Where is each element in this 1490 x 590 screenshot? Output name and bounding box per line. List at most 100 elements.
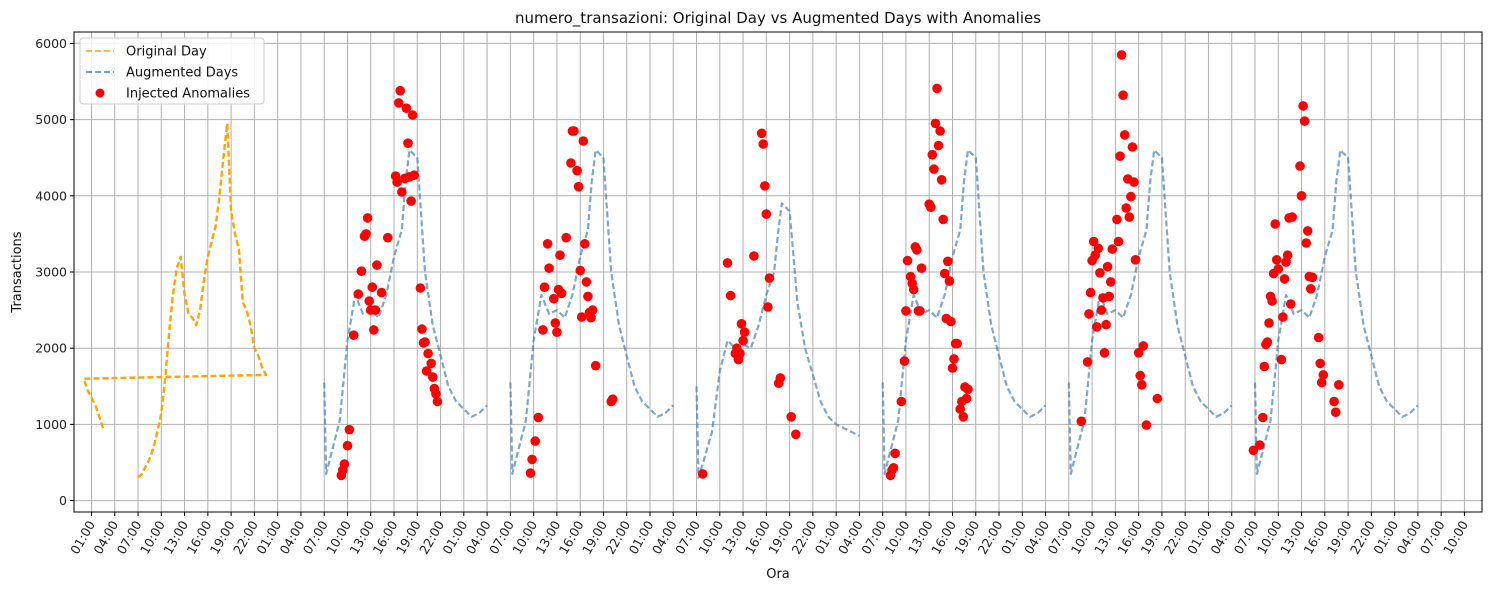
anomaly-point — [955, 404, 965, 414]
anomaly-point — [423, 348, 433, 359]
anomaly-point — [372, 260, 382, 270]
anomaly-point — [1301, 238, 1311, 248]
augmented-day-line — [695, 202, 860, 479]
anomaly-point — [1334, 380, 1344, 390]
anomaly-point — [943, 256, 953, 267]
anomaly-point — [538, 325, 548, 335]
anomaly-point — [697, 469, 708, 479]
anomaly-point — [1296, 191, 1307, 201]
grid — [74, 32, 1482, 512]
anomaly-point — [407, 110, 418, 120]
anomaly-point — [1118, 90, 1128, 100]
anomaly-point — [369, 325, 379, 335]
original-day-line — [82, 122, 268, 479]
y-tick-label: 2000 — [35, 341, 67, 356]
anomaly-point — [1315, 358, 1325, 369]
x-axis-label: Ora — [766, 567, 790, 582]
anomaly-point — [1279, 274, 1290, 284]
augmented-day-line — [881, 149, 1047, 475]
anomaly-point — [899, 356, 910, 366]
augmented-day-line — [1067, 149, 1233, 475]
anomaly-point — [1316, 377, 1327, 388]
anomaly-point — [1285, 299, 1296, 309]
anomaly-point — [929, 164, 939, 174]
anomaly-point — [420, 337, 430, 347]
anomaly-point — [1112, 214, 1122, 225]
anomaly-point — [544, 263, 554, 274]
anomaly-point — [555, 250, 565, 260]
anomaly-point — [607, 394, 618, 405]
anomaly-point — [552, 327, 562, 338]
anomaly-point — [542, 239, 553, 249]
anomaly-point — [566, 158, 576, 168]
anomaly-point — [890, 448, 900, 459]
anomaly-point — [1104, 291, 1114, 302]
anomaly-point — [367, 282, 378, 293]
anomaly-point — [739, 327, 750, 338]
anomaly-point — [376, 287, 387, 298]
anomaly-point — [1254, 440, 1265, 450]
anomaly-point — [1096, 305, 1107, 315]
anomaly-point — [525, 468, 536, 478]
anomaly-point — [1124, 212, 1135, 222]
anomaly-point — [576, 312, 587, 322]
anomaly-point — [342, 440, 353, 451]
anomaly-point — [933, 140, 944, 151]
legend-label-augmented: Augmented Days — [126, 66, 238, 81]
anomaly-point — [935, 126, 945, 136]
anomaly-point — [735, 348, 745, 359]
anomaly-point — [949, 354, 959, 364]
anomaly-point — [1126, 191, 1136, 202]
anomaly-point — [1295, 161, 1305, 171]
anomaly-point — [572, 165, 582, 176]
anomaly-point — [578, 136, 589, 146]
anomaly-point — [916, 263, 927, 274]
anomaly-point — [944, 276, 955, 286]
anomaly-point — [428, 372, 438, 382]
anomaly-point — [939, 268, 950, 279]
anomaly-point — [1267, 296, 1277, 306]
anomaly-point — [1102, 261, 1113, 272]
anomaly-point — [1141, 420, 1152, 430]
anomaly-point — [392, 177, 402, 187]
anomaly-point — [926, 202, 936, 212]
anomaly-point — [763, 302, 773, 312]
anomaly-point — [1329, 396, 1339, 407]
anomaly-point — [393, 98, 404, 108]
anomaly-point — [426, 358, 437, 369]
anomaly-point — [761, 209, 772, 219]
augmented-day-line — [1253, 149, 1419, 475]
anomaly-point — [527, 454, 537, 465]
anomaly-point — [775, 373, 786, 383]
anomaly-point — [1276, 354, 1287, 365]
anomaly-point — [344, 424, 355, 435]
anomaly-point — [530, 436, 540, 446]
anomaly-point — [908, 284, 919, 295]
anomaly-point — [395, 85, 406, 96]
anomaly-point — [581, 277, 592, 287]
anomaly-point — [963, 384, 973, 395]
anomaly-point — [361, 229, 371, 239]
anomaly-point — [1093, 243, 1104, 254]
anomaly-point — [1085, 287, 1096, 298]
anomaly-point — [1115, 151, 1125, 161]
anomaly-point — [736, 319, 747, 329]
anomaly-point — [556, 288, 567, 299]
anomaly-point — [938, 214, 948, 225]
anomaly-point — [1271, 254, 1282, 265]
anomaly-point — [1298, 101, 1308, 111]
anomaly-point — [415, 283, 426, 293]
anomaly-point — [550, 318, 561, 328]
anomaly-point — [1152, 393, 1163, 404]
anomaly-point — [1082, 357, 1093, 367]
anomaly-point — [348, 330, 359, 341]
anomaly-point — [1282, 250, 1293, 260]
y-tick-label: 6000 — [35, 36, 67, 51]
anomaly-point — [1084, 309, 1094, 319]
anomaly-point — [370, 305, 381, 315]
anomaly-point — [722, 258, 733, 268]
chart-title: numero_transazioni: Original Day vs Augm… — [515, 9, 1041, 28]
y-tick-label: 1000 — [35, 417, 67, 432]
anomaly-point — [364, 296, 375, 306]
anomaly-point — [1264, 318, 1274, 328]
